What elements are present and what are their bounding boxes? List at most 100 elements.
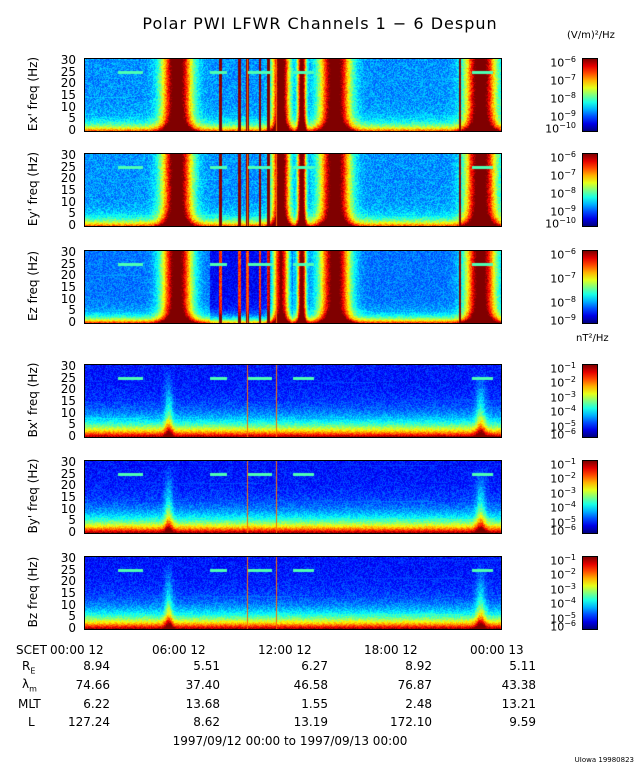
y-tick-label: 25: [60, 562, 76, 577]
spectrogram-image: [85, 59, 501, 131]
colorbar-label: 10−7: [550, 168, 576, 183]
y-tick-label: 10: [60, 194, 76, 209]
spectrogram-image: [85, 557, 501, 629]
ephemeris-value: 5.11: [509, 659, 536, 673]
colorbar: [582, 250, 598, 324]
colorbar-label: 10−2: [550, 567, 576, 583]
colorbar-label: 10−6: [550, 150, 576, 165]
electric-unit-label: (V/m)²/Hz: [567, 30, 615, 41]
y-tick-label: 5: [68, 206, 76, 221]
y-axis-label: Bz freq (Hz): [26, 556, 40, 628]
y-tick-label: 30: [60, 148, 76, 162]
x-axis-prefix: SCET: [16, 643, 47, 657]
y-tick-label: 0: [68, 218, 76, 232]
colorbar-label: 10−6: [550, 55, 576, 70]
ephemeris-value: 8.62: [193, 715, 220, 729]
ephemeris-value: 9.59: [509, 715, 536, 729]
x-tick-label: 00:00 13: [470, 643, 524, 657]
x-tick-label: 00:00 12: [50, 643, 104, 657]
ephemeris-value: 37.40: [185, 678, 220, 692]
y-tick-label: 15: [60, 183, 76, 197]
ephemeris-value: 1.55: [301, 697, 328, 711]
colorbar-label: 10−6: [550, 619, 576, 634]
ephemeris-value: 76.87: [397, 678, 432, 692]
y-tick-label: 15: [60, 394, 76, 408]
colorbar-label: 10−4: [550, 404, 576, 419]
y-axis-label: Ez freq (Hz): [26, 250, 40, 322]
y-tick-label: 30: [60, 455, 76, 469]
ephemeris-label-lambda: λm: [22, 677, 37, 694]
spectrogram-image: [85, 365, 501, 437]
ephemeris-value: 13.68: [185, 697, 220, 711]
y-tick-label: 20: [60, 382, 76, 397]
y-axis-label: Ey' freq (Hz): [26, 151, 40, 227]
y-tick-label: 20: [60, 574, 76, 589]
x-tick-label: 06:00 12: [152, 643, 206, 657]
colorbar-label: 10−1: [550, 457, 576, 472]
y-tick-label: 30: [60, 245, 76, 259]
colorbar-label: 10−7: [550, 271, 576, 286]
colorbar: [582, 364, 598, 438]
y-tick-label: 15: [60, 280, 76, 294]
y-tick-label: 10: [60, 501, 76, 516]
y-tick-label: 5: [68, 513, 76, 528]
ephemeris-label-re: RE: [22, 659, 36, 676]
y-tick-label: 15: [60, 586, 76, 600]
colorbar-label: 10−4: [550, 596, 576, 611]
y-tick-label: 0: [68, 429, 76, 443]
magnetic-unit-label: nT²/Hz: [576, 333, 609, 344]
colorbar-label: 10−4: [550, 500, 576, 515]
colorbar-label: 10−9: [550, 204, 576, 219]
y-tick-label: 20: [60, 478, 76, 493]
spectrogram-image: [85, 251, 501, 323]
y-tick-label: 5: [68, 417, 76, 432]
colorbar-label: 10−8: [550, 91, 576, 106]
ephemeris-value: 5.51: [193, 659, 220, 673]
ephemeris-value: 8.94: [83, 659, 110, 673]
colorbar-label: 10−6: [550, 427, 576, 442]
colorbar-label: 10−2: [550, 375, 576, 391]
spectrogram-image: [85, 154, 501, 226]
colorbar-label: 10−5: [550, 610, 576, 626]
chart-title: Polar PWI LFWR Channels 1 − 6 Despun: [142, 14, 498, 33]
colorbar-label: 10−7: [550, 73, 576, 88]
ephemeris-value: 46.58: [293, 678, 328, 692]
spectrogram-panel: [84, 250, 502, 324]
colorbar-label: 10−1: [550, 553, 576, 568]
y-tick-label: 5: [68, 303, 76, 318]
spectrogram-panel: [84, 153, 502, 227]
colorbar-label: 10−3: [550, 485, 576, 501]
spectrogram-panel: [84, 58, 502, 132]
ephemeris-value: 127.24: [68, 715, 110, 729]
colorbar-label: 10−9: [550, 109, 576, 124]
ephemeris-value: 8.92: [405, 659, 432, 673]
colorbar-label: 10−9: [550, 313, 576, 328]
y-tick-label: 30: [60, 53, 76, 67]
colorbar: [582, 556, 598, 630]
colorbar-label: 10−3: [550, 581, 576, 597]
y-tick-label: 20: [60, 268, 76, 283]
colorbar: [582, 153, 598, 227]
y-tick-label: 0: [68, 315, 76, 329]
y-tick-label: 15: [60, 88, 76, 102]
colorbar-label: 10−8: [550, 295, 576, 310]
y-tick-label: 25: [60, 466, 76, 481]
x-tick-label: 18:00 12: [364, 643, 418, 657]
colorbar-label: 10−10: [545, 121, 576, 136]
spectrogram-panel: [84, 556, 502, 630]
ephemeris-value: 172.10: [390, 715, 432, 729]
colorbar-label: 10−3: [550, 389, 576, 405]
spectrogram-panel: [84, 364, 502, 438]
date-range: 1997/09/12 00:00 to 1997/09/13 00:00: [172, 734, 408, 748]
ephemeris-value: 2.48: [405, 697, 432, 711]
y-tick-label: 20: [60, 171, 76, 186]
ephemeris-label-l: L: [28, 715, 35, 729]
y-tick-label: 30: [60, 359, 76, 373]
ephemeris-label-mlt: MLT: [18, 697, 41, 711]
ephemeris-value: 6.27: [301, 659, 328, 673]
y-tick-label: 0: [68, 525, 76, 539]
colorbar-label: 10−5: [550, 418, 576, 434]
spectrogram-panel: [84, 460, 502, 534]
credit-label: UIowa 19980823: [574, 756, 634, 764]
y-tick-label: 10: [60, 405, 76, 420]
